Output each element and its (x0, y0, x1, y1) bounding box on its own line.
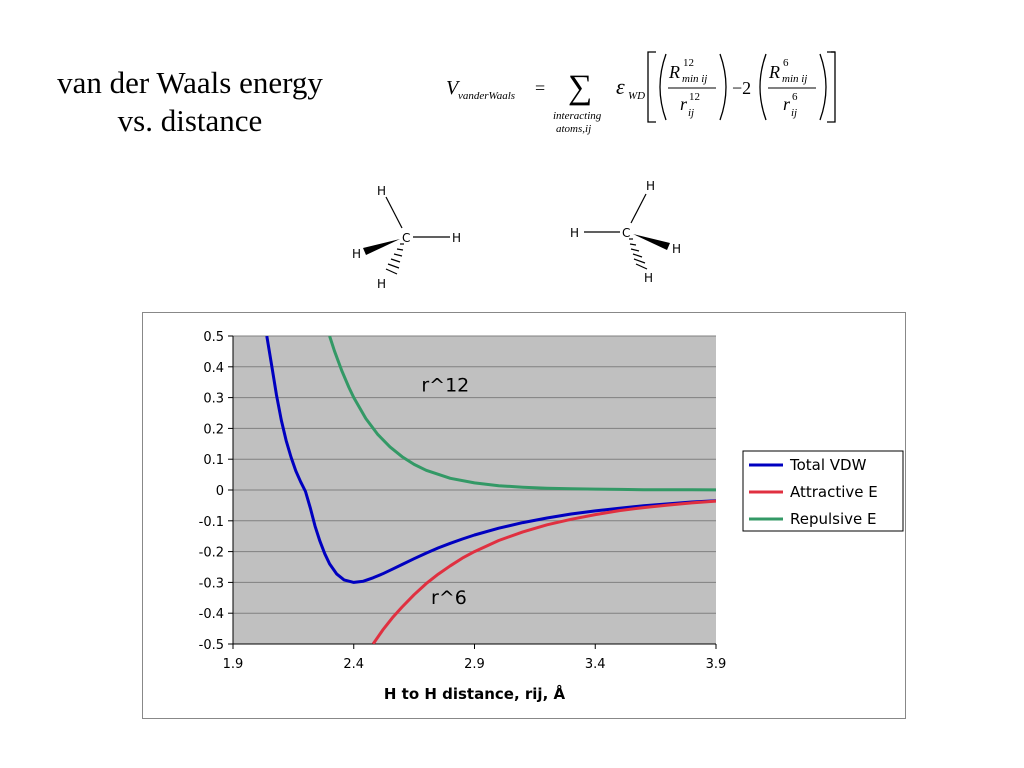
annotation-label: r^6 (431, 587, 467, 609)
bond-left-top (385, 196, 403, 229)
formula-r-sub-1: ij (688, 107, 694, 119)
y-tick-label: -0.5 (199, 638, 224, 653)
formula-r-sub-2: ij (791, 107, 797, 119)
atom-right-h-wedge: H (672, 242, 681, 256)
formula-r-1: r (680, 94, 688, 114)
legend-entry: Total VDW (789, 456, 867, 474)
atom-right-h-left: H (570, 226, 579, 240)
slide-title: van der Waals energy vs. distance (30, 64, 350, 140)
vdw-formula: V vanderWaals = ∑ interacting atoms,ij ε… (446, 51, 836, 135)
legend-entry: Attractive E (790, 483, 878, 501)
formula-rmin-2: R (768, 62, 780, 82)
formula-outer-bracket-right (827, 51, 836, 123)
formula-rmin-sub-2: min ij (782, 73, 807, 85)
molecule-left: C H H H H (352, 184, 461, 291)
formula-r-exp-2: 6 (792, 91, 798, 103)
formula-v: V (446, 77, 461, 99)
formula-paren-right-2 (819, 53, 827, 121)
x-tick-label: 2.9 (464, 657, 485, 672)
formula-v-subscript: vanderWaals (458, 90, 515, 102)
formula-rmin-exp-1: 12 (683, 57, 694, 69)
y-tick-label: -0.4 (199, 607, 224, 622)
x-tick-label: 3.9 (706, 657, 727, 672)
formula-epsilon: ε (616, 74, 625, 99)
slide-title-line1: van der Waals energy (57, 65, 323, 100)
atom-right-c: C (622, 226, 630, 240)
y-tick-label: 0.3 (203, 392, 224, 407)
y-tick-label: -0.1 (199, 515, 224, 530)
x-tick-label: 3.4 (585, 657, 606, 672)
formula-r-2: r (783, 94, 791, 114)
vdw-chart: 0.5 0.4 0.3 0.2 0.1 0 -0.1 -0.2 -0.3 -0.4 -0.5 1.9 2… (199, 330, 904, 703)
x-tick-label: 1.9 (223, 657, 244, 672)
molecule-right: C H H H H (570, 179, 681, 285)
formula-rmin-1: R (668, 62, 680, 82)
y-tick-label: 0.2 (203, 422, 224, 437)
y-tick-label: 0.5 (203, 330, 224, 345)
atom-right-h-dash: H (644, 271, 653, 285)
atom-left-h-dash: H (377, 277, 386, 291)
series-line-repulsive-e (328, 336, 716, 492)
formula-sum: ∑ (568, 69, 592, 106)
formula-r-exp-1: 12 (689, 91, 700, 103)
series-line-attractive-e (371, 499, 716, 644)
chart-frame: 0.5 0.4 0.3 0.2 0.1 0 -0.1 -0.2 -0.3 -0.4 -0.5 1.9 2… (142, 312, 906, 719)
formula-paren-left-1 (659, 53, 667, 121)
series-group (265, 336, 716, 644)
atom-left-c: C (402, 231, 410, 245)
y-tick-label: -0.3 (199, 576, 224, 591)
formula-rmin-sub-1: min ij (682, 73, 707, 85)
atom-left-h-right: H (452, 231, 461, 245)
bond-right-dash (629, 238, 648, 270)
formula-epsilon-subscript: WD (628, 90, 645, 102)
formula-sum-under-1: interacting (553, 110, 602, 122)
bond-left-wedge (363, 239, 400, 255)
formula-rmin-exp-2: 6 (783, 57, 789, 69)
formula-outer-bracket-left (647, 51, 656, 123)
annotation-label: r^12 (421, 374, 469, 396)
atom-left-h-wedge: H (352, 247, 361, 261)
y-tick-label: 0.4 (203, 361, 224, 376)
legend-entry: Repulsive E (790, 510, 877, 528)
atom-right-h-top: H (646, 179, 655, 193)
formula-minus-two: −2 (732, 78, 751, 98)
bond-right-top (630, 193, 647, 224)
bond-left-dash (385, 243, 404, 275)
formula-equals: = (535, 78, 545, 98)
methane-molecules: C H H H H C H H H H (352, 179, 681, 291)
y-tick-label: 0 (216, 484, 224, 499)
formula-paren-right-1 (719, 53, 727, 121)
formula-paren-left-2 (759, 53, 767, 121)
y-tick-label: 0.1 (203, 453, 224, 468)
series-line-total-vdw (265, 336, 716, 584)
slide-title-line2: vs. distance (117, 103, 263, 138)
atom-left-h-top: H (377, 184, 386, 198)
x-tick-label: 2.4 (343, 657, 364, 672)
bond-right-wedge (633, 234, 670, 250)
x-axis-label: H to H distance, rij, Å (384, 684, 566, 703)
formula-sum-under-2: atoms,ij (556, 123, 591, 135)
y-tick-label: -0.2 (199, 546, 224, 561)
